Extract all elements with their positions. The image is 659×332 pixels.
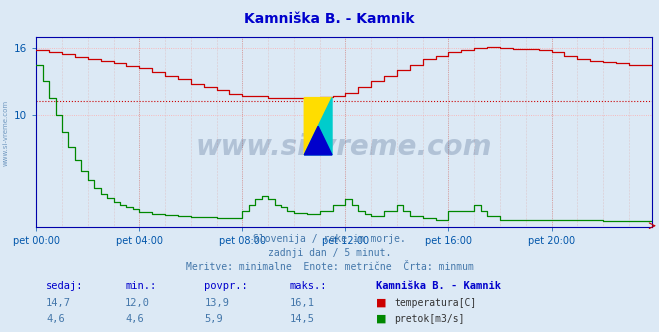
Text: zadnji dan / 5 minut.: zadnji dan / 5 minut. [268,248,391,258]
Text: povpr.:: povpr.: [204,281,248,290]
Polygon shape [304,98,332,155]
Text: pretok[m3/s]: pretok[m3/s] [394,314,465,324]
Text: 5,9: 5,9 [204,314,223,324]
Text: 4,6: 4,6 [125,314,144,324]
Polygon shape [304,98,332,155]
Text: Kamniška B. - Kamnik: Kamniška B. - Kamnik [376,281,501,290]
Text: Slovenija / reke in morje.: Slovenija / reke in morje. [253,234,406,244]
Text: 14,7: 14,7 [46,298,71,308]
Text: ■: ■ [376,314,386,324]
Text: 13,9: 13,9 [204,298,229,308]
Text: ■: ■ [376,298,386,308]
Text: Meritve: minimalne  Enote: metrične  Črta: minmum: Meritve: minimalne Enote: metrične Črta:… [186,262,473,272]
Text: 4,6: 4,6 [46,314,65,324]
Text: www.si-vreme.com: www.si-vreme.com [196,133,492,161]
Text: temperatura[C]: temperatura[C] [394,298,476,308]
Text: maks.:: maks.: [290,281,328,290]
Polygon shape [304,126,332,155]
Text: Kamniška B. - Kamnik: Kamniška B. - Kamnik [244,12,415,26]
Text: 12,0: 12,0 [125,298,150,308]
Text: min.:: min.: [125,281,156,290]
Text: 14,5: 14,5 [290,314,315,324]
Text: sedaj:: sedaj: [46,281,84,290]
Text: 16,1: 16,1 [290,298,315,308]
Text: www.si-vreme.com: www.si-vreme.com [2,100,9,166]
